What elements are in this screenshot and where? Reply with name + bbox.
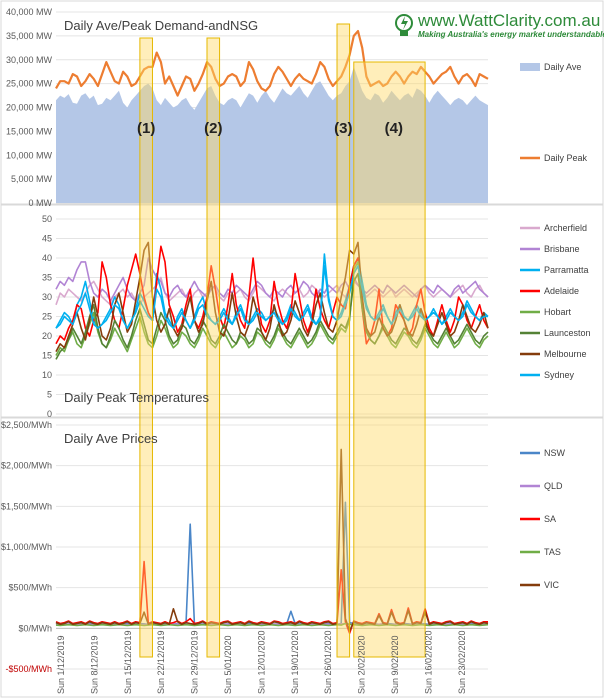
y-tick-label: $2,000/MWh xyxy=(1,461,52,471)
zone-label: (3) xyxy=(334,120,352,137)
y-tick-label: 35 xyxy=(42,273,52,283)
y-tick-label: 50 xyxy=(42,214,52,224)
logo-tagline: Making Australia's energy market underst… xyxy=(418,30,604,39)
logo-name: www.WattClarity.com.au xyxy=(417,11,600,30)
y-tick-label: 40,000 MW xyxy=(6,7,53,17)
series-line-hobart xyxy=(55,261,489,356)
legend-entry: NSW xyxy=(544,448,566,458)
y-tick-label: 15,000 MW xyxy=(6,126,53,136)
y-tick-label: $2,500/MWh xyxy=(1,420,52,430)
legend-entry: Launceston xyxy=(544,328,591,338)
y-tick-label: 0 xyxy=(47,409,52,419)
zone-label: (4) xyxy=(385,120,403,137)
legend-entry: TAS xyxy=(544,547,561,557)
price-chart-title: Daily Ave Prices xyxy=(64,431,158,446)
x-tick-label: Sun 29/12/2019 xyxy=(190,630,200,694)
series-area-daily-ave xyxy=(56,66,488,204)
legend-entry: SA xyxy=(544,514,556,524)
y-tick-label: 35,000 MW xyxy=(6,31,53,41)
highlight-zone xyxy=(139,37,153,658)
x-tick-label: Sun 16/02/2020 xyxy=(423,630,433,694)
legend-entry: QLD xyxy=(544,481,563,491)
series-line-sydney xyxy=(55,265,488,329)
series-line-vic xyxy=(55,448,489,632)
series-line-tas xyxy=(55,622,489,627)
zone-label: (2) xyxy=(204,120,222,137)
wattclarity-logo: www.WattClarity.com.au Making Australia'… xyxy=(395,11,604,39)
y-tick-label: 25,000 MW xyxy=(6,79,53,89)
x-tick-label: Sun 15/12/2019 xyxy=(123,630,133,694)
y-tick-label: 20 xyxy=(42,331,52,341)
x-tick-label: Sun 19/01/2020 xyxy=(290,630,300,694)
series-line-daily-peak xyxy=(55,30,489,97)
y-tick-label: 30,000 MW xyxy=(6,55,53,65)
y-tick-label: 0 MW xyxy=(29,198,53,208)
y-tick-label: $1,000/MWh xyxy=(1,542,52,552)
series-line-melbourne xyxy=(55,241,489,352)
x-tick-label: Sun 9/02/2020 xyxy=(390,635,400,694)
x-tick-label: Sun 12/01/2020 xyxy=(256,630,266,694)
series-line-launceston xyxy=(55,272,489,360)
demand-chart-title: Daily Ave/Peak Demand-andNSG xyxy=(64,18,258,33)
x-tick-label: Sun 26/01/2020 xyxy=(323,630,333,694)
legend-swatch xyxy=(520,63,540,71)
y-tick-label: 45 xyxy=(42,234,52,244)
legend-entry: Hobart xyxy=(544,307,572,317)
y-tick-label: 40 xyxy=(42,253,52,263)
y-tick-label: $1,500/MWh xyxy=(1,501,52,511)
y-tick-label: 5 xyxy=(47,390,52,400)
temperature-chart-title: Daily Peak Temperatures xyxy=(64,390,209,405)
highlight-zone xyxy=(336,23,351,658)
legend-entry: Brisbane xyxy=(544,244,580,254)
y-tick-label: 30 xyxy=(42,292,52,302)
y-tick-label: 5,000 MW xyxy=(11,174,53,184)
lightbulb-icon xyxy=(395,14,413,36)
axis-labels: 0 MW 5,000 MW 10,000 MW 15,000 MW 20,000 MW 2… xyxy=(1,7,467,694)
x-tick-label: Sun 23/02/2020 xyxy=(457,630,467,694)
y-tick-label: 10,000 MW xyxy=(6,150,53,160)
panel-prices-frame xyxy=(0,417,604,698)
y-tick-label: $500/MWh xyxy=(8,583,52,593)
legend-entry: VIC xyxy=(544,580,560,590)
highlight-zone xyxy=(206,37,221,658)
series-layer xyxy=(55,30,489,634)
y-tick-label: $0/MWh xyxy=(18,623,52,633)
legends: Daily Ave Daily Peak Archerfield Brisbane Pa… xyxy=(520,62,591,590)
legend-entry: Daily Peak xyxy=(544,153,588,163)
legend-entry: Parramatta xyxy=(544,265,589,275)
x-tick-label: Sun 8/12/2019 xyxy=(89,635,99,694)
y-tick-label: -$500/MWh xyxy=(5,664,52,674)
x-tick-label: Sun 5/01/2020 xyxy=(223,635,233,694)
legend-entry: Daily Ave xyxy=(544,62,581,72)
zone-label: (1) xyxy=(137,120,155,137)
y-tick-label: 20,000 MW xyxy=(6,103,53,113)
highlight-zones: (1) (2) (3) (4) xyxy=(137,23,426,658)
x-tick-label: Sun 1/12/2019 xyxy=(56,635,66,694)
highlight-zone xyxy=(353,61,426,658)
legend-entry: Melbourne xyxy=(544,349,587,359)
legend-entry: Adelaide xyxy=(544,286,579,296)
x-tick-label: Sun 2/02/2020 xyxy=(357,635,367,694)
series-line-brisbane xyxy=(55,257,489,302)
legend-entry: Sydney xyxy=(544,370,575,380)
legend-entry: Archerfield xyxy=(544,223,587,233)
y-tick-label: 10 xyxy=(42,370,52,380)
x-tick-label: Sun 22/12/2019 xyxy=(156,630,166,694)
y-tick-label: 25 xyxy=(42,312,52,322)
y-tick-label: 15 xyxy=(42,351,52,361)
